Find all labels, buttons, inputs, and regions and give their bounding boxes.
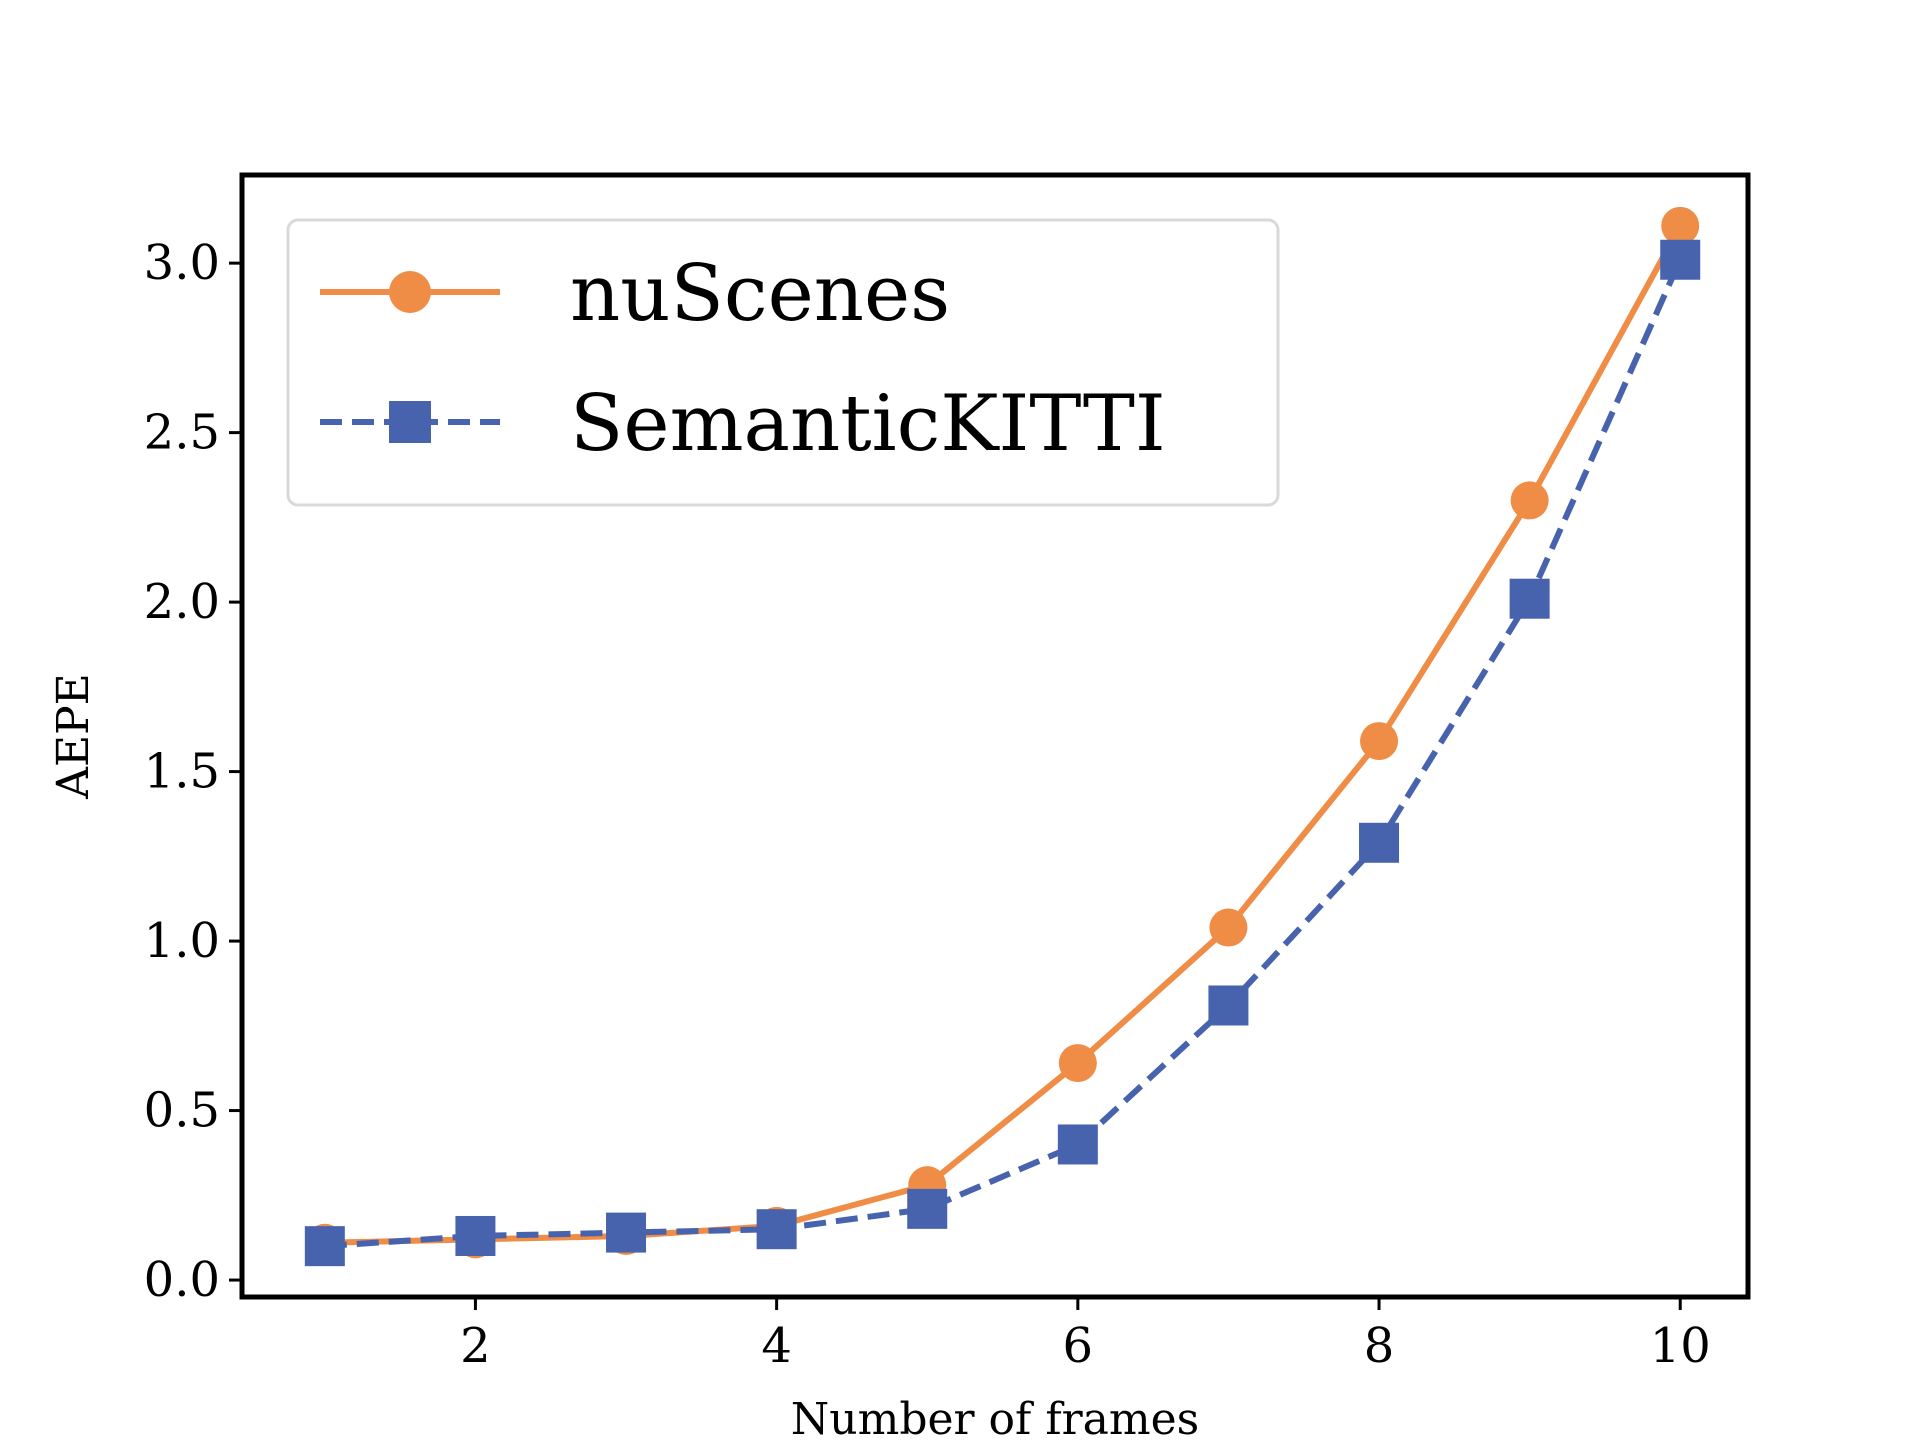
- x-tick-label: 8: [1364, 1318, 1395, 1374]
- data-point: [756, 1209, 797, 1250]
- x-tick-label: 10: [1650, 1318, 1711, 1374]
- series-layer: [304, 206, 1701, 1267]
- data-point: [1360, 722, 1399, 761]
- plot-frame: [239, 172, 1751, 1300]
- x-axis-label: Number of frames: [791, 1394, 1199, 1440]
- data-point: [1359, 822, 1400, 863]
- data-point: [606, 1212, 647, 1253]
- data-point: [907, 1188, 948, 1229]
- x-tick-label: 4: [761, 1318, 792, 1374]
- legend-item-nuscenes: nuScenes: [320, 249, 950, 339]
- y-tick-label: 0.0: [144, 1252, 220, 1308]
- data-point: [1661, 206, 1700, 245]
- series-line: [324, 224, 1683, 1246]
- x-tick-label: 2: [460, 1318, 491, 1374]
- data-point: [1660, 239, 1701, 280]
- x-tick-label: 6: [1063, 1318, 1094, 1374]
- series-line: [324, 258, 1683, 1250]
- y-axis-label: AEPE: [48, 673, 99, 800]
- data-point: [1058, 1044, 1097, 1083]
- data-point: [304, 1226, 345, 1267]
- legend-label: nuScenes: [570, 249, 950, 339]
- y-axis: 0.0 0.5 1.0 1.5 2.0 2.5 3.0: [144, 235, 242, 1308]
- legend-item-semantickitti: SemanticKITTI: [320, 379, 1166, 469]
- y-tick-label: 1.0: [144, 913, 220, 969]
- legend: nuScenes SemanticKITTI: [286, 218, 1280, 507]
- data-point: [1057, 1124, 1098, 1165]
- data-point: [455, 1215, 496, 1256]
- x-axis: 2 4 6 8 10: [460, 1297, 1711, 1374]
- legend-box: [286, 218, 1280, 507]
- legend-label: SemanticKITTI: [570, 379, 1166, 469]
- y-tick-label: 2.5: [144, 405, 220, 461]
- data-point: [1209, 908, 1248, 947]
- data-point: [1510, 481, 1549, 520]
- series-semantickitti: [304, 239, 1701, 1267]
- y-tick-label: 0.5: [144, 1083, 220, 1139]
- y-tick-label: 2.0: [144, 574, 220, 630]
- data-point: [1509, 578, 1550, 619]
- legend-marker: [389, 401, 431, 443]
- y-tick-label: 1.5: [144, 744, 220, 800]
- data-point: [1208, 985, 1249, 1026]
- legend-items: nuScenes SemanticKITTI: [320, 249, 1166, 469]
- legend-marker: [389, 271, 431, 313]
- y-tick-label: 3.0: [144, 235, 220, 291]
